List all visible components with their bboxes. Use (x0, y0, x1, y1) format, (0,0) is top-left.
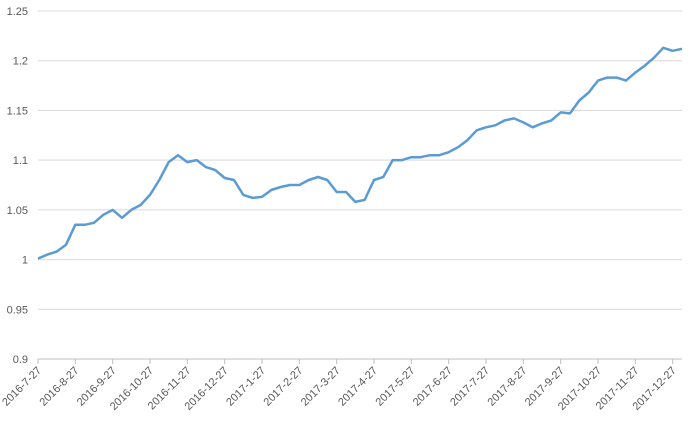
y-tick-label: 1.15 (7, 105, 28, 117)
y-tick-label: 0.95 (7, 304, 28, 316)
x-tick-label: 2017-1-27 (224, 365, 268, 409)
x-tick-label: 2016-7-27 (0, 365, 44, 409)
x-tick-label: 2017-3-27 (299, 365, 343, 409)
y-tick-label: 1 (22, 255, 28, 267)
x-tick-label: 2017-6-27 (411, 365, 455, 409)
x-tick-label: 2017-8-27 (486, 365, 530, 409)
y-tick-label: 1.25 (7, 6, 28, 18)
x-tick-label: 2017-7-27 (448, 365, 492, 409)
y-tick-label: 1.05 (7, 205, 28, 217)
y-tick-label: 1.2 (13, 56, 28, 68)
x-tick-label: 2016-8-27 (38, 365, 82, 409)
y-tick-label: 0.9 (13, 354, 28, 366)
y-tick-label: 1.1 (13, 155, 28, 167)
x-tick-label: 2017-4-27 (336, 365, 380, 409)
x-tick-label: 2017-2-27 (262, 365, 306, 409)
line (37, 46, 683, 260)
x-tick-label: 2017-5-27 (374, 365, 418, 409)
